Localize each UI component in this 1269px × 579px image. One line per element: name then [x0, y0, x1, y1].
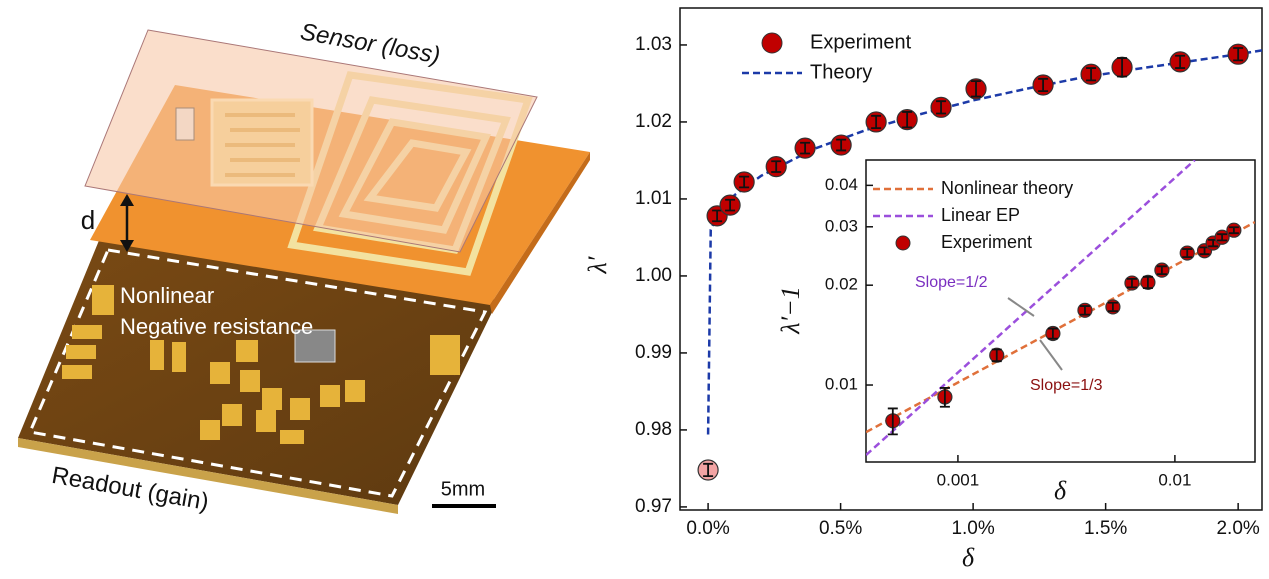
device-illustration: Sensor (loss) d Nonlinear Negative resis… — [18, 18, 590, 516]
plot-area — [865, 159, 1256, 463]
error-bar — [1038, 77, 1049, 93]
error-bar — [971, 80, 982, 98]
y-tick-label: 0.97 — [635, 496, 672, 517]
y-tick-label: 1.00 — [635, 265, 672, 286]
annotation: Slope=1/3 — [1030, 377, 1103, 394]
error-bar — [1228, 226, 1239, 235]
chip — [294, 329, 336, 363]
legend-label: Linear EP — [941, 205, 1020, 225]
x-tick-label: 0.01 — [1158, 470, 1191, 489]
legend-label: Experiment — [941, 232, 1032, 252]
x-axis-label: δ — [962, 543, 975, 572]
x-tick-label: 1.0% — [951, 518, 994, 539]
y-tick-label: 0.04 — [825, 175, 858, 194]
legend-label: Experiment — [810, 31, 912, 53]
y-tick-label: 0.01 — [825, 375, 858, 394]
error-bar — [936, 100, 947, 115]
annotation-arrow — [1039, 339, 1063, 371]
y-tick-label: 0.02 — [825, 275, 858, 294]
x-tick-label: 0.5% — [819, 518, 862, 539]
y-axis-label: λ′ — [583, 256, 612, 274]
y-tick-label: 1.03 — [635, 34, 672, 55]
x-tick-label: 1.5% — [1084, 518, 1127, 539]
circuit-label: Negative resistance — [120, 314, 313, 339]
error-bar — [800, 141, 811, 155]
legend-label: Theory — [810, 61, 872, 83]
error-bar — [991, 348, 1002, 363]
gap-label: d — [81, 205, 95, 235]
error-bar — [1047, 327, 1058, 340]
error-bar — [1142, 275, 1153, 290]
error-bar — [1217, 233, 1228, 242]
sensor-board-edge — [490, 152, 590, 314]
dashed-outline — [27, 248, 488, 498]
legend-label: Nonlinear theory — [941, 178, 1073, 198]
error-bar — [725, 198, 736, 212]
x-tick-label: 2.0% — [1216, 518, 1259, 539]
error-bar — [1086, 67, 1097, 82]
legend-marker — [761, 32, 783, 54]
arrow-head — [120, 240, 134, 252]
error-bar — [703, 462, 714, 478]
x-tick-label: 0.001 — [937, 470, 980, 489]
error-bar — [887, 407, 898, 436]
annotation-arrow — [1007, 297, 1035, 317]
error-bar — [1182, 248, 1193, 259]
error-bar — [771, 160, 782, 173]
line — [866, 160, 1196, 456]
error-bar — [939, 387, 950, 408]
y-tick-label: 0.03 — [825, 216, 858, 235]
error-bar — [1156, 265, 1167, 276]
error-bar — [836, 138, 847, 152]
x-axis-label: δ — [1054, 476, 1067, 505]
error-bar — [902, 111, 913, 129]
y-tick-label: 0.98 — [635, 419, 672, 440]
y-tick-label: 1.02 — [635, 111, 672, 132]
scale-label: 5mm — [441, 478, 485, 500]
error-bar — [871, 114, 882, 130]
error-bar — [1107, 301, 1118, 313]
error-bar — [1233, 47, 1244, 62]
error-bar — [1175, 54, 1186, 69]
y-tick-label: 1.01 — [635, 188, 672, 209]
error-bar — [712, 209, 723, 223]
board-edge — [18, 438, 398, 514]
error-bar — [1126, 277, 1137, 289]
x-tick-label: 0.0% — [686, 518, 729, 539]
sensor-sheet — [84, 29, 538, 253]
arrow-head — [120, 194, 134, 206]
error-bar — [1079, 305, 1090, 316]
legend-marker — [895, 235, 911, 251]
pads — [62, 285, 460, 444]
error-bar — [739, 175, 750, 189]
circuit-label: Nonlinear — [120, 283, 214, 308]
error-bar — [1117, 57, 1128, 78]
y-tick-label: 0.99 — [635, 342, 672, 363]
y-axis-label: λ′−1 — [776, 286, 805, 335]
annotation: Slope=1/2 — [915, 274, 988, 291]
